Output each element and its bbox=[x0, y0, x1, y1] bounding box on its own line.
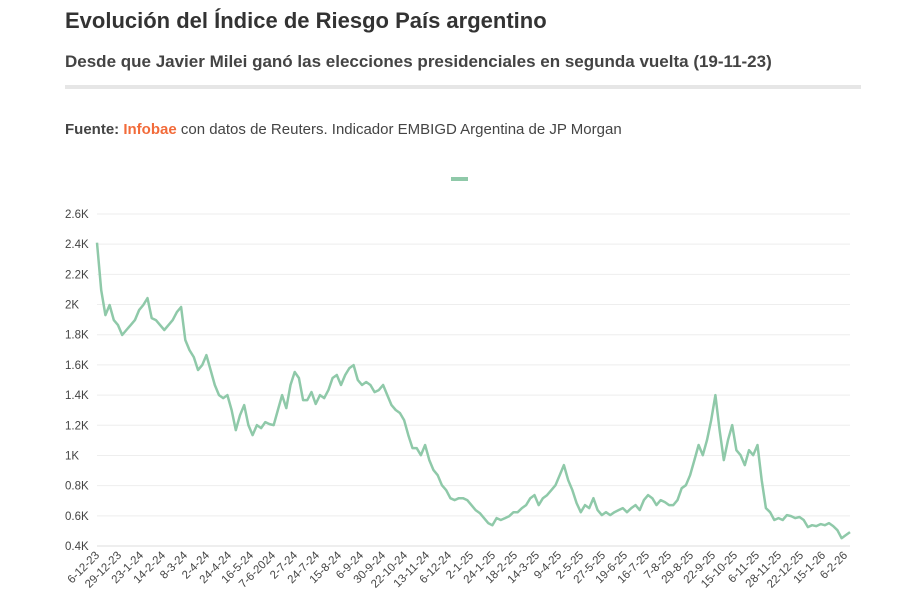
source-label: Fuente: bbox=[65, 121, 120, 138]
source-line: Fuente: Infobae con datos de Reuters. In… bbox=[65, 121, 622, 138]
chart-title: Evolución del Índice de Riesgo País arge… bbox=[65, 8, 547, 33]
y-tick-label: 1.8K bbox=[65, 330, 89, 342]
y-tick-label: 2.6K bbox=[65, 209, 89, 221]
y-tick-label: 1.4K bbox=[65, 390, 89, 402]
series-line bbox=[95, 242, 851, 540]
source-text: con datos de Reuters. Indicador EMBIGD A… bbox=[176, 121, 622, 138]
y-tick-label: 1.2K bbox=[65, 420, 89, 432]
y-tick-label: 2.2K bbox=[65, 269, 89, 281]
source-brand-link[interactable]: Infobae bbox=[123, 121, 177, 138]
divider bbox=[65, 85, 861, 89]
chart-subtitle: Desde que Javier Milei ganó las eleccion… bbox=[65, 52, 772, 71]
y-tick-label: 2K bbox=[65, 300, 79, 312]
legend-swatch bbox=[451, 177, 468, 181]
y-tick-label: 1.6K bbox=[65, 360, 89, 372]
y-tick-label: 0.4K bbox=[65, 541, 89, 553]
y-tick-label: 1K bbox=[65, 450, 79, 462]
y-tick-label: 0.6K bbox=[65, 511, 89, 523]
y-tick-label: 2.4K bbox=[65, 239, 89, 251]
y-tick-label: 0.8K bbox=[65, 481, 89, 493]
